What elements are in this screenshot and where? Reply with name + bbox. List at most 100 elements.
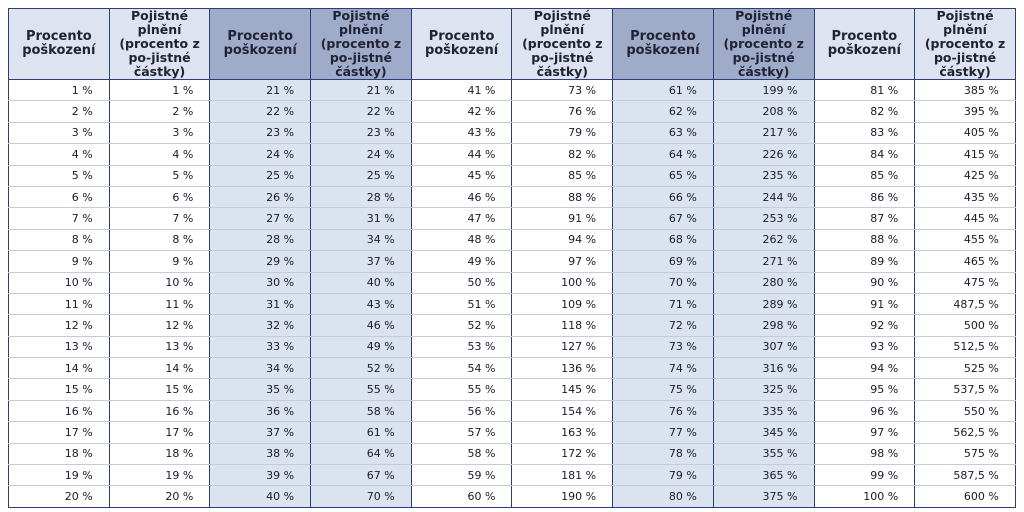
damage-percent-cell: 11 %: [8, 293, 110, 316]
header-payout-percent-3: Pojistné plnění (procento z po-jistné čá…: [511, 8, 614, 80]
damage-percent-cell: 56 %: [410, 400, 513, 423]
payout-percent-cell: 19 %: [108, 464, 211, 487]
damage-percent-cell: 80 %: [612, 485, 714, 508]
payout-percent-cell: 425 %: [914, 165, 1016, 187]
table-row: 1 % 1 % 21 % 21 % 41 % 73 % 61 % 199 % 81 % 385 %: [8, 79, 1016, 102]
damage-percent-cell: 36 %: [209, 400, 312, 423]
payout-percent-cell: 199 %: [712, 79, 815, 102]
damage-percent-cell: 74 %: [612, 357, 714, 380]
damage-percent-cell: 40 %: [209, 485, 312, 508]
header-damage-percent-4: Procento poškození: [612, 8, 714, 80]
payout-percent-cell: 34 %: [310, 229, 412, 252]
payout-percent-cell: 226 %: [712, 143, 815, 166]
payout-percent-cell: 525 %: [914, 357, 1016, 380]
damage-percent-cell: 88 %: [813, 229, 916, 252]
damage-percent-cell: 51 %: [410, 293, 513, 316]
damage-percent-cell: 75 %: [612, 378, 714, 401]
damage-percent-cell: 96 %: [813, 400, 916, 423]
payout-percent-cell: 17 %: [108, 421, 211, 444]
damage-percent-cell: 60 %: [410, 485, 513, 508]
payout-percent-cell: 244 %: [712, 186, 815, 209]
table-row: 17 % 17 % 37 % 61 % 57 % 163 % 77 % 345 % 97 % 56…: [8, 421, 1016, 444]
payout-percent-cell: 316 %: [712, 357, 815, 380]
damage-percent-cell: 90 %: [813, 272, 916, 294]
damage-percent-cell: 19 %: [8, 464, 110, 487]
insurance-payout-table: Procento poškození Pojistné plnění (proc…: [8, 8, 1016, 508]
payout-percent-cell: 375 %: [712, 485, 815, 508]
payout-percent-cell: 64 %: [310, 443, 412, 466]
table-row: 9 % 9 % 29 % 37 % 49 % 97 % 69 % 271 % 89 % 465 %: [8, 250, 1016, 273]
damage-percent-cell: 85 %: [813, 165, 916, 187]
payout-percent-cell: 7 %: [108, 207, 211, 230]
damage-percent-cell: 28 %: [209, 229, 312, 252]
payout-percent-cell: 20 %: [108, 485, 211, 508]
table-row: 4 % 4 % 24 % 24 % 44 % 82 % 64 % 226 % 84 % 415 %: [8, 143, 1016, 166]
payout-percent-cell: 37 %: [310, 250, 412, 273]
payout-percent-cell: 289 %: [712, 293, 815, 316]
damage-percent-cell: 98 %: [813, 443, 916, 466]
payout-percent-cell: 345 %: [712, 421, 815, 444]
damage-percent-cell: 55 %: [410, 378, 513, 401]
payout-percent-cell: 12 %: [108, 314, 211, 337]
payout-percent-cell: 46 %: [310, 314, 412, 337]
payout-percent-cell: 58 %: [310, 400, 412, 423]
payout-percent-cell: 22 %: [310, 100, 412, 123]
payout-percent-cell: 24 %: [310, 143, 412, 166]
damage-percent-cell: 47 %: [410, 207, 513, 230]
damage-percent-cell: 31 %: [209, 293, 312, 316]
damage-percent-cell: 33 %: [209, 336, 312, 359]
damage-percent-cell: 38 %: [209, 443, 312, 466]
payout-percent-cell: 475 %: [914, 272, 1016, 294]
payout-percent-cell: 18 %: [108, 443, 211, 466]
damage-percent-cell: 76 %: [612, 400, 714, 423]
damage-percent-cell: 58 %: [410, 443, 513, 466]
damage-percent-cell: 20 %: [8, 485, 110, 508]
table-row: 13 % 13 % 33 % 49 % 53 % 127 % 73 % 307 % 93 % 51…: [8, 336, 1016, 359]
payout-percent-cell: 600 %: [914, 485, 1016, 508]
payout-percent-cell: 55 %: [310, 378, 412, 401]
payout-percent-cell: 163 %: [511, 421, 614, 444]
payout-percent-cell: 91 %: [511, 207, 614, 230]
payout-percent-cell: 43 %: [310, 293, 412, 316]
payout-percent-cell: 67 %: [310, 464, 412, 487]
payout-percent-cell: 455 %: [914, 229, 1016, 252]
payout-percent-cell: 365 %: [712, 464, 815, 487]
payout-percent-cell: 325 %: [712, 378, 815, 401]
table-row: 18 % 18 % 38 % 64 % 58 % 172 % 78 % 355 % 98 % 57…: [8, 443, 1016, 466]
damage-percent-cell: 52 %: [410, 314, 513, 337]
payout-percent-cell: 16 %: [108, 400, 211, 423]
payout-percent-cell: 49 %: [310, 336, 412, 359]
payout-percent-cell: 145 %: [511, 378, 614, 401]
damage-percent-cell: 69 %: [612, 250, 714, 273]
payout-percent-cell: 235 %: [712, 165, 815, 187]
header-payout-percent-1: Pojistné plnění (procento z po-jistné čá…: [108, 8, 211, 80]
table-row: 19 % 19 % 39 % 67 % 59 % 181 % 79 % 365 % 99 % 58…: [8, 464, 1016, 487]
damage-percent-cell: 65 %: [612, 165, 714, 187]
payout-percent-cell: 11 %: [108, 293, 211, 316]
damage-percent-cell: 25 %: [209, 165, 312, 187]
damage-percent-cell: 13 %: [8, 336, 110, 359]
payout-percent-cell: 335 %: [712, 400, 815, 423]
damage-percent-cell: 67 %: [612, 207, 714, 230]
insurance-table-container: Procento poškození Pojistné plnění (proc…: [8, 8, 1016, 508]
damage-percent-cell: 62 %: [612, 100, 714, 123]
damage-percent-cell: 83 %: [813, 122, 916, 145]
payout-percent-cell: 355 %: [712, 443, 815, 466]
payout-percent-cell: 13 %: [108, 336, 211, 359]
damage-percent-cell: 2 %: [8, 100, 110, 123]
payout-percent-cell: 172 %: [511, 443, 614, 466]
damage-percent-cell: 37 %: [209, 421, 312, 444]
damage-percent-cell: 39 %: [209, 464, 312, 487]
payout-percent-cell: 1 %: [108, 79, 211, 102]
payout-percent-cell: 94 %: [511, 229, 614, 252]
payout-percent-cell: 97 %: [511, 250, 614, 273]
damage-percent-cell: 71 %: [612, 293, 714, 316]
payout-percent-cell: 587,5 %: [914, 464, 1016, 487]
payout-percent-cell: 31 %: [310, 207, 412, 230]
payout-percent-cell: 500 %: [914, 314, 1016, 337]
header-payout-percent-2: Pojistné plnění (procento z po-jistné čá…: [310, 8, 412, 80]
payout-percent-cell: 52 %: [310, 357, 412, 380]
payout-percent-cell: 512,5 %: [914, 336, 1016, 359]
payout-percent-cell: 280 %: [712, 272, 815, 294]
payout-percent-cell: 70 %: [310, 485, 412, 508]
